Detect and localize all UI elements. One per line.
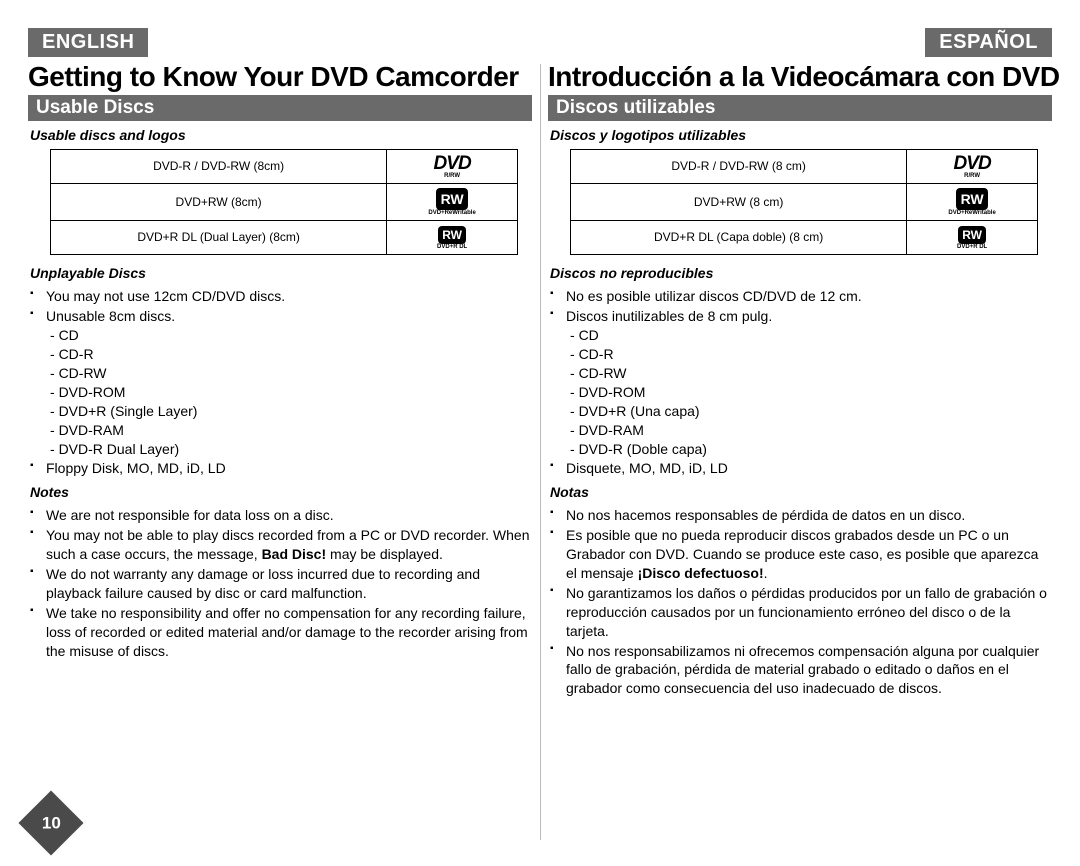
disc-r2-text-es: DVD+RW (8 cm) — [571, 184, 907, 221]
disc-table-es: DVD-R / DVD-RW (8 cm) DVD R/RW DVD+RW (8… — [570, 149, 1038, 255]
dvd-logo-sub: R/RW — [964, 173, 980, 179]
list-item-text: Unusable 8cm discs. — [46, 308, 175, 324]
unplayable-heading-es: Discos no reproducibles — [550, 265, 1052, 281]
lang-tab-english: ENGLISH — [28, 28, 148, 57]
list-item: You may not use 12cm CD/DVD discs. — [46, 287, 532, 306]
usable-heading-es: Discos y logotipos utilizables — [550, 127, 1052, 143]
dash-item: DVD-RAM — [570, 421, 1052, 440]
rw-dl-logo-icon: RW — [958, 226, 986, 244]
dash-item: DVD+R (Single Layer) — [50, 402, 532, 421]
disc-r1-text-es: DVD-R / DVD-RW (8 cm) — [571, 150, 907, 184]
disc-table-en: DVD-R / DVD-RW (8cm) DVD R/RW DVD+RW (8c… — [50, 149, 518, 255]
right-column: Introducción a la Videocámara con DVD Di… — [548, 61, 1052, 699]
language-bar: ENGLISH ESPAÑOL — [28, 28, 1052, 57]
page-number-badge: 10 — [18, 790, 83, 855]
list-item: Disquete, MO, MD, iD, LD — [566, 459, 1052, 478]
dash-item: DVD-ROM — [570, 383, 1052, 402]
note-text-bold: Bad Disc! — [262, 546, 327, 562]
rw-dl-logo-sub: DVD+R DL — [437, 244, 467, 250]
dash-item: CD — [570, 326, 1052, 345]
list-item: No nos responsabilizamos ni ofrecemos co… — [566, 642, 1052, 699]
list-item: No garantizamos los daños o pérdidas pro… — [566, 584, 1052, 641]
dash-item: DVD-ROM — [50, 383, 532, 402]
usable-heading-en: Usable discs and logos — [30, 127, 532, 143]
disc-r1-text-en: DVD-R / DVD-RW (8cm) — [51, 150, 387, 184]
dash-list: CD CD-R CD-RW DVD-ROM DVD+R (Single Laye… — [46, 326, 532, 458]
rw-logo-sub: DVD+ReWritable — [948, 210, 995, 216]
list-item: Floppy Disk, MO, MD, iD, LD — [46, 459, 532, 478]
dash-item: CD-R — [50, 345, 532, 364]
rw-logo-icon: RW — [436, 188, 468, 210]
note-text-bold: ¡Disco defectuoso! — [638, 565, 764, 581]
disc-r2-text-en: DVD+RW (8cm) — [51, 184, 387, 221]
note-text-c: . — [764, 565, 768, 581]
dash-item: CD-R — [570, 345, 1052, 364]
dash-item: CD-RW — [50, 364, 532, 383]
unplayable-list-en: You may not use 12cm CD/DVD discs. Unusa… — [28, 287, 532, 478]
note-text-c: may be displayed. — [326, 546, 443, 562]
disc-r3-logo-es: RW DVD+R DL — [907, 221, 1038, 255]
main-title-en: Getting to Know Your DVD Camcorder — [28, 61, 532, 93]
list-item: Discos inutilizables de 8 cm pulg. CD CD… — [566, 307, 1052, 458]
notes-heading-en: Notes — [30, 484, 532, 500]
disc-table-wrap-es: DVD-R / DVD-RW (8 cm) DVD R/RW DVD+RW (8… — [548, 149, 1052, 255]
rw-logo-sub: DVD+ReWritable — [428, 210, 475, 216]
disc-table-wrap-en: DVD-R / DVD-RW (8cm) DVD R/RW DVD+RW (8c… — [28, 149, 532, 255]
list-item-text: Discos inutilizables de 8 cm pulg. — [566, 308, 772, 324]
dash-item: CD — [50, 326, 532, 345]
dvd-logo-icon: DVD — [954, 154, 991, 173]
left-column: Getting to Know Your DVD Camcorder Usabl… — [28, 61, 532, 699]
section-bar-en: Usable Discs — [28, 95, 532, 121]
dvd-logo-icon: DVD — [434, 154, 471, 173]
list-item: We do not warranty any damage or loss in… — [46, 565, 532, 603]
list-item: No nos hacemos responsables de pérdida d… — [566, 506, 1052, 525]
list-item: We take no responsibility and offer no c… — [46, 604, 532, 661]
notes-heading-es: Notas — [550, 484, 1052, 500]
list-item: Es posible que no pueda reproducir disco… — [566, 526, 1052, 583]
disc-r2-logo-en: RW DVD+ReWritable — [387, 184, 518, 221]
list-item: We are not responsible for data loss on … — [46, 506, 532, 525]
dash-item: CD-RW — [570, 364, 1052, 383]
list-item: You may not be able to play discs record… — [46, 526, 532, 564]
disc-r3-logo-en: RW DVD+R DL — [387, 221, 518, 255]
dash-item: DVD-R (Doble capa) — [570, 440, 1052, 459]
lang-tab-spanish: ESPAÑOL — [925, 28, 1052, 57]
list-item: No es posible utilizar discos CD/DVD de … — [566, 287, 1052, 306]
notes-list-es: No nos hacemos responsables de pérdida d… — [548, 506, 1052, 698]
rw-logo-icon: RW — [956, 188, 988, 210]
dvd-logo-sub: R/RW — [444, 173, 460, 179]
list-item: Unusable 8cm discs. CD CD-R CD-RW DVD-RO… — [46, 307, 532, 458]
dash-item: DVD+R (Una capa) — [570, 402, 1052, 421]
dash-item: DVD-R Dual Layer) — [50, 440, 532, 459]
disc-r3-text-en: DVD+R DL (Dual Layer) (8cm) — [51, 221, 387, 255]
disc-r1-logo-en: DVD R/RW — [387, 150, 518, 184]
dash-item: DVD-RAM — [50, 421, 532, 440]
disc-r2-logo-es: RW DVD+ReWritable — [907, 184, 1038, 221]
main-title-es: Introducción a la Videocámara con DVD — [548, 61, 1052, 93]
disc-r3-text-es: DVD+R DL (Capa doble) (8 cm) — [571, 221, 907, 255]
unplayable-heading-en: Unplayable Discs — [30, 265, 532, 281]
unplayable-list-es: No es posible utilizar discos CD/DVD de … — [548, 287, 1052, 478]
disc-r1-logo-es: DVD R/RW — [907, 150, 1038, 184]
dash-list: CD CD-R CD-RW DVD-ROM DVD+R (Una capa) D… — [566, 326, 1052, 458]
column-divider — [540, 64, 541, 840]
rw-dl-logo-sub: DVD+R DL — [957, 244, 987, 250]
notes-list-en: We are not responsible for data loss on … — [28, 506, 532, 660]
page-number: 10 — [42, 813, 61, 833]
section-bar-es: Discos utilizables — [548, 95, 1052, 121]
rw-dl-logo-icon: RW — [438, 226, 466, 244]
